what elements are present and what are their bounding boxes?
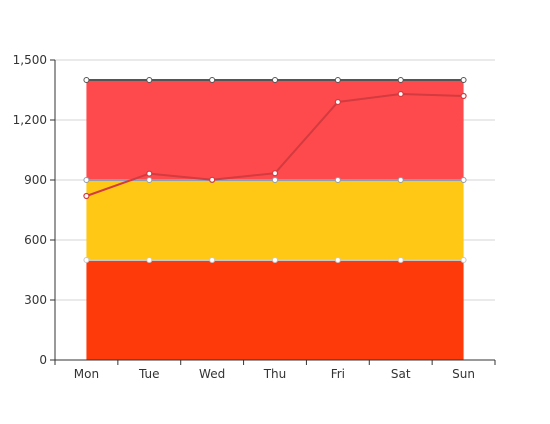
band-point[interactable] — [272, 77, 278, 83]
band-point[interactable] — [272, 257, 278, 263]
band-point[interactable] — [209, 77, 216, 83]
area-band-2 — [86, 180, 464, 260]
x-tick-label: Mon — [74, 367, 99, 381]
band-point[interactable] — [146, 77, 153, 83]
y-tick-label: 1,500 — [13, 53, 47, 67]
band-point[interactable] — [272, 177, 278, 183]
band-point[interactable] — [460, 177, 467, 183]
area-band-3 — [86, 80, 464, 180]
band-point[interactable] — [209, 257, 216, 263]
axes: 0 300 600 900 1,200 1,500 Mon Tue Wed Thu Fri Sat Su… — [13, 53, 496, 381]
line-point[interactable] — [397, 90, 404, 98]
area-bands — [86, 79, 464, 360]
x-tick-label: Thu — [263, 367, 287, 381]
line-point[interactable] — [271, 170, 279, 177]
band-point[interactable] — [397, 177, 404, 183]
data-points — [83, 77, 467, 263]
band-point[interactable] — [334, 257, 341, 263]
y-tick-label: 900 — [24, 173, 47, 187]
area-band-1 — [86, 260, 464, 360]
x-tick-label: Sun — [452, 367, 475, 381]
line-point[interactable] — [83, 192, 90, 200]
band-point[interactable] — [397, 257, 404, 263]
y-tick-label: 600 — [24, 233, 47, 247]
band-point[interactable] — [83, 257, 90, 263]
band-point[interactable] — [83, 177, 90, 183]
x-tick-label: Fri — [331, 367, 345, 381]
line-point[interactable] — [334, 98, 341, 106]
band-point[interactable] — [397, 77, 404, 83]
x-tick-label: Sat — [391, 367, 411, 381]
band-point[interactable] — [460, 257, 467, 263]
line-point[interactable] — [146, 170, 153, 177]
band-point[interactable] — [83, 77, 90, 83]
band-point[interactable] — [334, 77, 341, 83]
x-tick-label: Tue — [138, 367, 160, 381]
band-point[interactable] — [460, 77, 467, 83]
line-point[interactable] — [460, 92, 467, 100]
y-tick-label: 300 — [24, 293, 47, 307]
band-point[interactable] — [334, 177, 341, 183]
x-tick-label: Wed — [199, 367, 225, 381]
y-tick-label: 1,200 — [13, 113, 47, 127]
line-point[interactable] — [209, 176, 216, 183]
band-point[interactable] — [146, 177, 153, 183]
y-tick-label: 0 — [39, 353, 47, 367]
band-point[interactable] — [146, 257, 153, 263]
